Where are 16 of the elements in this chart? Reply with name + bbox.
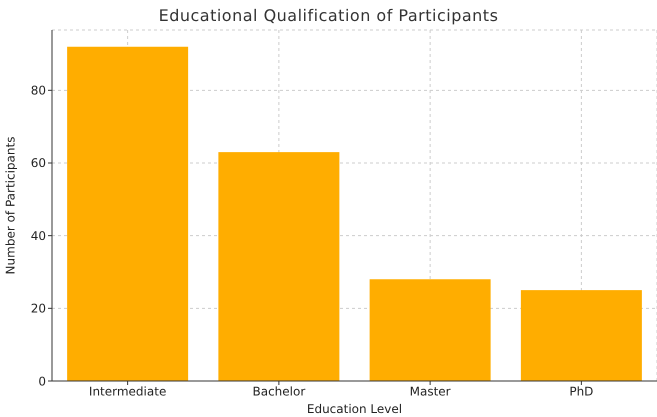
x-tick-label: Master (410, 384, 451, 399)
y-tick-label: 60 (30, 156, 46, 170)
y-tick-label: 0 (38, 374, 46, 388)
x-tick-label: PhD (569, 384, 594, 399)
y-tick-label: 20 (30, 302, 46, 316)
x-tick-label: Intermediate (88, 384, 166, 399)
bar (370, 279, 491, 381)
y-axis-title: Number of Participants (3, 136, 18, 274)
y-tick-label: 80 (30, 84, 46, 98)
x-tick-label: Bachelor (252, 384, 306, 399)
chart-title: Educational Qualification of Participants (158, 6, 500, 25)
bar (218, 152, 340, 381)
y-tick-label: 40 (30, 228, 46, 243)
bar (520, 290, 642, 381)
x-axis-title: Education Level (306, 402, 402, 416)
bar (67, 46, 188, 381)
